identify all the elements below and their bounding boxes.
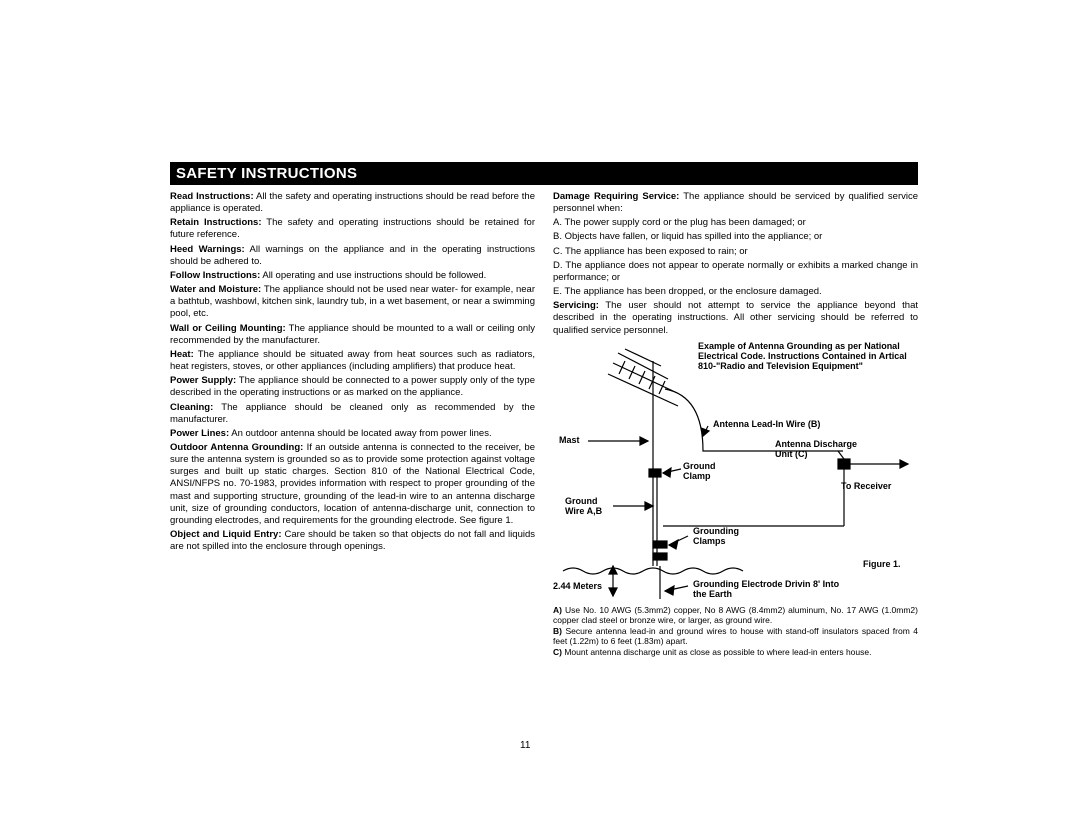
- instruction-para: C. The appliance has been exposed to rai…: [553, 246, 918, 258]
- instruction-heading: Heed Warnings:: [170, 244, 245, 255]
- note-text: Mount antenna discharge unit as close as…: [562, 647, 872, 657]
- instruction-para: Wall or Ceiling Mounting: The appliance …: [170, 323, 535, 347]
- instruction-para: Read Instructions: All the safety and op…: [170, 191, 535, 215]
- instruction-heading: Follow Instructions:: [170, 270, 260, 281]
- instruction-text: The user should not attempt to service t…: [553, 300, 918, 335]
- instruction-heading: Heat:: [170, 349, 194, 360]
- instruction-heading: Cleaning:: [170, 402, 213, 413]
- instruction-heading: Object and Liquid Entry:: [170, 529, 282, 540]
- instruction-para: Damage Requiring Service: The appliance …: [553, 191, 918, 215]
- label-discharge: Antenna Discharge Unit (C): [775, 439, 870, 460]
- instruction-text: All operating and use instructions shoul…: [260, 270, 486, 281]
- right-column: Damage Requiring Service: The appliance …: [553, 191, 918, 659]
- label-ground-clamp: Ground Clamp: [683, 461, 733, 482]
- label-mast: Mast: [559, 435, 580, 445]
- instruction-para: A. The power supply cord or the plug has…: [553, 217, 918, 229]
- note-para: A) Use No. 10 AWG (5.3mm2) copper, No 8 …: [553, 605, 918, 625]
- figure-example-title: Example of Antenna Grounding as per Nati…: [698, 341, 916, 372]
- instruction-para: Outdoor Antenna Grounding: If an outside…: [170, 442, 535, 527]
- instruction-para: Servicing: The user should not attempt t…: [553, 300, 918, 336]
- section-title: SAFETY INSTRUCTIONS: [170, 162, 918, 185]
- instruction-para: Heat: The appliance should be situated a…: [170, 349, 535, 373]
- label-electrode: Grounding Electrode Drivin 8' Into the E…: [693, 579, 843, 600]
- instruction-heading: Power Lines:: [170, 428, 229, 439]
- note-text: Secure antenna lead-in and ground wires …: [553, 626, 918, 646]
- instruction-text: A. The power supply cord or the plug has…: [553, 217, 806, 228]
- instruction-para: D. The appliance does not appear to oper…: [553, 260, 918, 284]
- instruction-text: The appliance should be situated away fr…: [170, 349, 535, 372]
- instruction-heading: Retain Instructions:: [170, 217, 262, 228]
- instruction-heading: Damage Requiring Service:: [553, 191, 679, 202]
- instruction-text: If an outside antenna is connected to th…: [170, 442, 535, 526]
- note-para: C) Mount antenna discharge unit as close…: [553, 647, 918, 657]
- note-text: Use No. 10 AWG (5.3mm2) copper, No 8 AWG…: [553, 605, 918, 625]
- instruction-text: B. Objects have fallen, or liquid has sp…: [553, 231, 822, 242]
- figure-notes: A) Use No. 10 AWG (5.3mm2) copper, No 8 …: [553, 605, 918, 658]
- instruction-heading: Outdoor Antenna Grounding:: [170, 442, 303, 453]
- note-letter: A): [553, 605, 562, 615]
- note-letter: B): [553, 626, 562, 636]
- instruction-para: B. Objects have fallen, or liquid has sp…: [553, 231, 918, 243]
- instruction-text: The appliance should be cleaned only as …: [170, 402, 535, 425]
- instruction-heading: Read Instructions:: [170, 191, 254, 202]
- label-figure: Figure 1.: [863, 559, 901, 569]
- instruction-para: Retain Instructions: The safety and oper…: [170, 217, 535, 241]
- label-meters: 2.44 Meters: [553, 581, 602, 591]
- instruction-text: D. The appliance does not appear to oper…: [553, 260, 918, 283]
- note-para: B) Secure antenna lead-in and ground wir…: [553, 626, 918, 646]
- left-column: Read Instructions: All the safety and op…: [170, 191, 535, 659]
- note-letter: C): [553, 647, 562, 657]
- instruction-heading: Water and Moisture:: [170, 284, 261, 295]
- label-ground-wire: Ground Wire A,B: [565, 496, 610, 517]
- instruction-text: An outdoor antenna should be located awa…: [229, 428, 491, 439]
- antenna-grounding-figure: Example of Antenna Grounding as per Nati…: [553, 341, 918, 601]
- instruction-heading: Power Supply:: [170, 375, 236, 386]
- instruction-text: E. The appliance has been dropped, or th…: [553, 286, 822, 297]
- instruction-heading: Servicing:: [553, 300, 599, 311]
- page-number: 11: [520, 740, 530, 751]
- instruction-para: Heed Warnings: All warnings on the appli…: [170, 244, 535, 268]
- instruction-para: Follow Instructions: All operating and u…: [170, 270, 535, 282]
- label-lead-in: Antenna Lead-In Wire (B): [713, 419, 820, 429]
- label-to-receiver: To Receiver: [841, 481, 891, 491]
- instruction-para: Power Lines: An outdoor antenna should b…: [170, 428, 535, 440]
- label-grounding-clamps: Grounding Clamps: [693, 526, 763, 547]
- instruction-para: Cleaning: The appliance should be cleane…: [170, 402, 535, 426]
- instruction-para: Object and Liquid Entry: Care should be …: [170, 529, 535, 553]
- instruction-text: C. The appliance has been exposed to rai…: [553, 246, 748, 257]
- instruction-para: Power Supply: The appliance should be co…: [170, 375, 535, 399]
- instruction-para: E. The appliance has been dropped, or th…: [553, 286, 918, 298]
- instruction-para: Water and Moisture: The appliance should…: [170, 284, 535, 320]
- instruction-heading: Wall or Ceiling Mounting:: [170, 323, 286, 334]
